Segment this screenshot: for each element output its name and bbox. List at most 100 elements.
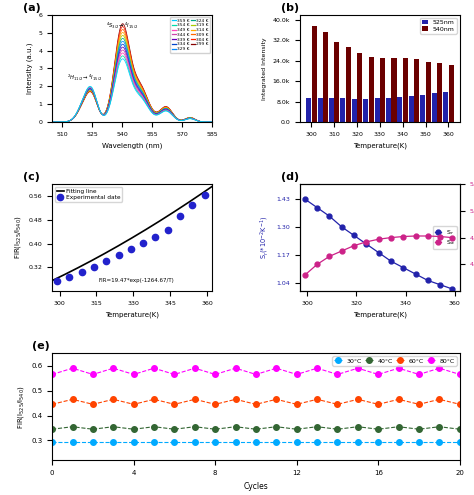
S$_a$ [413,233,419,239]
80°C [233,365,238,371]
Experimental date [202,193,208,198]
S$_a$ [376,236,382,242]
40°C [314,424,320,430]
Bar [323,32,328,122]
30°C [294,439,300,445]
30°C [151,439,157,445]
Line: Experimental date: Experimental date [54,192,208,284]
80°C [457,371,463,377]
Experimental date [190,202,195,208]
Experimental date [128,247,134,252]
Bar [443,92,448,122]
X-axis label: Cycles: Cycles [244,482,268,491]
40°C [253,426,259,432]
30°C [396,439,401,445]
Y-axis label: Integrated Intensity: Integrated Intensity [262,37,267,99]
80°C [294,371,300,377]
40°C [396,424,401,430]
Bar [432,94,437,122]
80°C [151,365,157,371]
80°C [192,365,198,371]
30°C [233,439,238,445]
60°C [110,396,116,402]
Bar [329,98,334,122]
Bar [369,57,374,122]
40°C [335,426,340,432]
80°C [110,365,116,371]
Experimental date [66,274,72,280]
30°C [253,439,259,445]
Experimental date [79,269,84,275]
Text: (d): (d) [281,172,299,182]
60°C [90,401,96,407]
Bar [386,98,391,122]
40°C [49,426,55,432]
Y-axis label: Intensity (a.u.): Intensity (a.u.) [27,43,33,94]
Bar [409,96,414,122]
40°C [172,426,177,432]
30°C [355,439,361,445]
Bar [397,97,402,122]
80°C [273,365,279,371]
Text: FIR=19.47*exp(-1264.67/T): FIR=19.47*exp(-1264.67/T) [99,278,174,283]
Line: 40°C: 40°C [49,424,463,432]
S$_r$ [339,224,345,230]
Bar [352,99,357,122]
30°C [416,439,422,445]
40°C [273,424,279,430]
Fitting line [145,226,150,232]
S$_a$ [339,248,345,254]
Bar [311,26,317,122]
Fitting line [144,226,150,232]
Legend: Fitting line, Experimental date: Fitting line, Experimental date [55,187,122,201]
30°C [375,439,381,445]
X-axis label: Temperature(K): Temperature(K) [105,311,159,318]
S$_r$ [351,233,357,239]
30°C [273,439,279,445]
S$_r$ [449,286,455,292]
60°C [233,396,238,402]
Text: $^2H_{11/2}\rightarrow ^4I_{15/2}$: $^2H_{11/2}\rightarrow ^4I_{15/2}$ [66,73,102,82]
80°C [314,365,320,371]
Y-axis label: FIR(I$_{525}$/I$_{540}$): FIR(I$_{525}$/I$_{540}$) [13,216,23,259]
S$_r$ [437,282,443,288]
Text: (b): (b) [281,2,299,13]
Experimental date [103,258,109,264]
40°C [131,426,137,432]
30°C [70,439,75,445]
Bar [306,98,311,122]
Bar [363,99,368,122]
S$_r$ [425,278,431,284]
60°C [212,401,218,407]
S$_r$ [413,271,419,277]
80°C [437,365,442,371]
Fitting line [184,200,190,206]
40°C [90,426,96,432]
Bar [318,98,322,122]
S$_r$ [314,204,320,210]
S$_a$ [302,272,308,278]
40°C [110,424,116,430]
60°C [273,396,279,402]
40°C [437,424,442,430]
Bar [392,58,397,122]
S$_a$ [327,253,332,259]
S$_r$ [364,241,369,247]
Bar [334,42,339,122]
60°C [294,401,300,407]
Experimental date [91,264,97,270]
Y-axis label: FIR(I$_{525}$/I$_{540}$): FIR(I$_{525}$/I$_{540}$) [16,385,26,429]
Y-axis label: S$_r$(*10$^{-2}$K$^{-1}$): S$_r$(*10$^{-2}$K$^{-1}$) [258,216,271,259]
Bar [346,47,351,122]
Bar [414,59,419,122]
X-axis label: Wavelength (nm): Wavelength (nm) [102,142,162,148]
S$_a$ [351,243,357,248]
Experimental date [177,213,183,219]
30°C [172,439,177,445]
Fitting line [209,184,215,190]
S$_r$ [376,249,382,255]
60°C [131,401,137,407]
60°C [49,401,55,407]
Bar [357,53,362,122]
Line: 30°C: 30°C [49,439,463,445]
